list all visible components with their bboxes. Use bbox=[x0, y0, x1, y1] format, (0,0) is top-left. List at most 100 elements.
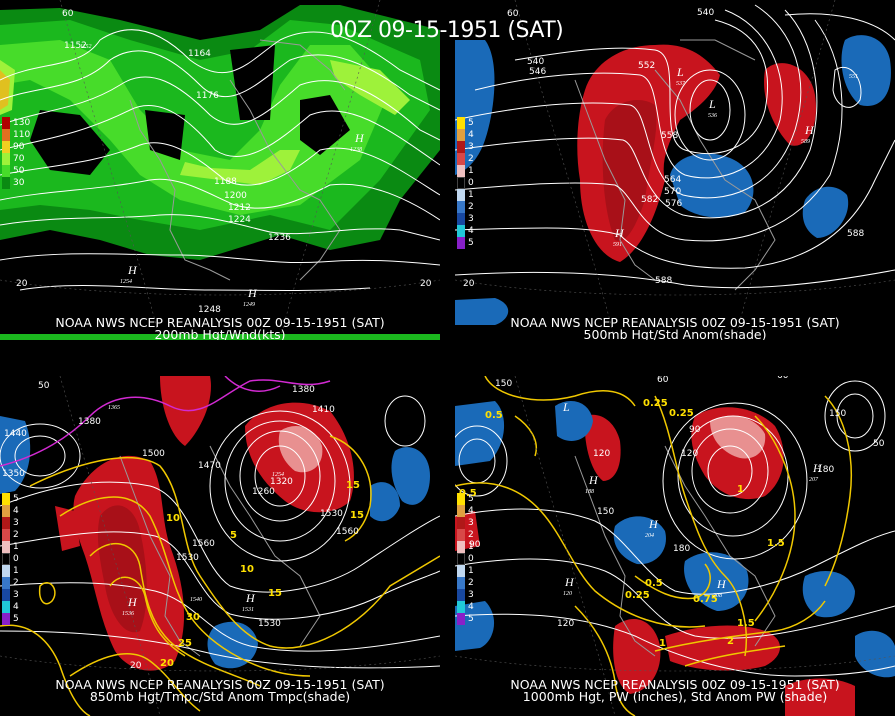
contour-label: 1560 bbox=[336, 527, 359, 537]
center-value: 1254 bbox=[272, 471, 284, 478]
contour-label: 120 bbox=[557, 619, 574, 629]
panel-caption: NOAA NWS NCEP REANALYSIS 00Z 09-15-1951 … bbox=[55, 677, 385, 692]
anomaly-negative bbox=[802, 571, 855, 618]
legend-label: 4 bbox=[468, 506, 474, 516]
contour-label: 1350 bbox=[2, 469, 25, 479]
panel-1000mb: 150 120 120 90 60 180 150 120 90 180 150… bbox=[455, 376, 895, 716]
center-value: 591 bbox=[613, 242, 622, 248]
latitude-label: 50 bbox=[38, 381, 50, 391]
anomaly-positive bbox=[613, 618, 661, 694]
pw-label: 1 bbox=[737, 484, 744, 495]
map-500mb: 540 546 552 558 564 570 576 582 588 540 … bbox=[455, 0, 895, 340]
contour-label: 150 bbox=[829, 409, 846, 419]
panel-subtitle: 1000mb Hgt, PW (inches), Std Anom PW (sh… bbox=[522, 689, 828, 704]
legend-label: 4 bbox=[13, 506, 19, 516]
center-value: 120 bbox=[563, 591, 572, 597]
pw-label: 0.75 bbox=[693, 594, 718, 605]
contour-label: 1470 bbox=[198, 461, 221, 471]
anomaly-negative bbox=[391, 447, 430, 505]
legend-label: 70 bbox=[13, 154, 25, 164]
isotherm-label: 30 bbox=[186, 612, 200, 623]
center-letter: H bbox=[127, 263, 138, 277]
isotherm-label: 10 bbox=[240, 564, 254, 575]
pw-label: 0.25 bbox=[625, 590, 650, 601]
legend-label: 4 bbox=[13, 602, 19, 612]
contour-label: 588 bbox=[655, 276, 672, 286]
legend-label: 5 bbox=[468, 494, 474, 504]
legend-label: 3 bbox=[13, 590, 19, 600]
latitude-label: 60 bbox=[777, 376, 789, 381]
map-850mb: 1380 1380 1410 1440 1470 1500 1530 1560 … bbox=[0, 376, 440, 716]
center-letter: H bbox=[804, 123, 815, 137]
center-letter: H bbox=[564, 575, 575, 589]
contour-label: 180 bbox=[817, 465, 834, 475]
center-letter: H bbox=[648, 517, 659, 531]
legend-label: 3 bbox=[468, 142, 474, 152]
isotherm-label: 20 bbox=[160, 658, 174, 669]
latitude-label: 60 bbox=[507, 9, 519, 19]
freezing-isotherm bbox=[224, 376, 281, 392]
coastlines bbox=[574, 445, 776, 657]
center-letter: H bbox=[588, 473, 599, 487]
anomaly-positive bbox=[785, 678, 855, 716]
center-letter: H bbox=[812, 461, 823, 475]
legend-label: 130 bbox=[13, 118, 31, 128]
center-value: 1249 bbox=[243, 301, 255, 308]
legend-label: 5 bbox=[468, 614, 474, 624]
map-200mb: 1152 1164 1176 1188 1200 1212 1224 1236 … bbox=[0, 0, 440, 340]
contour-label: 1530 bbox=[320, 509, 343, 519]
panel-subtitle: 850mb Hgt/Tmpc/Std Anom Tmpc(shade) bbox=[89, 689, 351, 704]
isotherm-label: 15 bbox=[350, 510, 364, 521]
freezing-isotherm bbox=[0, 379, 331, 467]
center-letter: H bbox=[245, 591, 256, 605]
panel-200mb: 1152 1164 1176 1188 1200 1212 1224 1236 … bbox=[0, 0, 440, 340]
anomaly-positive bbox=[764, 63, 816, 146]
legend-label: 3 bbox=[13, 518, 19, 528]
center-value: 1152 bbox=[80, 44, 92, 50]
contour-label: 1410 bbox=[312, 405, 335, 415]
legend-label: 3 bbox=[468, 518, 474, 528]
contour-label: 1164 bbox=[188, 49, 211, 59]
contour-label: 60 bbox=[657, 376, 669, 385]
wind-legend: 130 110 90 70 50 30 bbox=[2, 117, 36, 189]
contour-label: 1236 bbox=[268, 233, 291, 243]
legend-label: 2 bbox=[13, 578, 19, 588]
contour-label: 150 bbox=[495, 379, 512, 389]
coastlines bbox=[574, 39, 776, 291]
contour-label: 540 bbox=[697, 8, 714, 18]
panel-subtitle: 500mb Hgt/Std Anom(shade) bbox=[583, 327, 767, 340]
legend-label: 50 bbox=[13, 166, 25, 176]
latitude-label: 20 bbox=[130, 661, 142, 671]
legend-label: 3 bbox=[468, 590, 474, 600]
graticule bbox=[0, 0, 440, 340]
isotherm-label: 15 bbox=[346, 480, 360, 491]
anomaly-negative bbox=[841, 35, 891, 106]
panel-caption: NOAA NWS NCEP REANALYSIS 00Z 09-15-1951 … bbox=[55, 315, 385, 330]
contour-label: 90 bbox=[469, 540, 481, 550]
legend-label: 1 bbox=[468, 166, 474, 176]
anomaly-negative bbox=[370, 482, 400, 522]
contour-label: 1320 bbox=[270, 477, 293, 487]
legend-label: 4 bbox=[468, 130, 474, 140]
legend-label: 0 bbox=[468, 178, 474, 188]
contour-label: 1212 bbox=[228, 203, 251, 213]
center-value: 207 bbox=[809, 477, 819, 483]
legend-label: 4 bbox=[468, 226, 474, 236]
center-value: 1238 bbox=[350, 147, 362, 153]
legend-label: 2 bbox=[468, 202, 474, 212]
contour-label: 1260 bbox=[252, 487, 275, 497]
legend-label: 1 bbox=[13, 542, 19, 552]
latitude-label: 20 bbox=[16, 279, 28, 289]
center-value: 1254 bbox=[120, 278, 132, 285]
center-value: 1536 bbox=[122, 611, 134, 617]
anomaly-negative bbox=[670, 153, 754, 218]
pw-label: 0.5 bbox=[645, 578, 663, 589]
anomaly-legend: 5 4 3 2 1 0 1 2 3 4 5 bbox=[2, 493, 36, 625]
graticule bbox=[0, 376, 440, 716]
anomaly-legend: 5 4 3 2 1 0 1 2 3 4 5 bbox=[457, 117, 491, 249]
contour-label: 1380 bbox=[292, 385, 315, 395]
page-title: 00Z 09-15-1951 (SAT) bbox=[330, 18, 564, 43]
center-letter: H bbox=[354, 131, 365, 145]
pw-label: 0.25 bbox=[669, 408, 694, 419]
isotherm-label: 10 bbox=[166, 513, 180, 524]
